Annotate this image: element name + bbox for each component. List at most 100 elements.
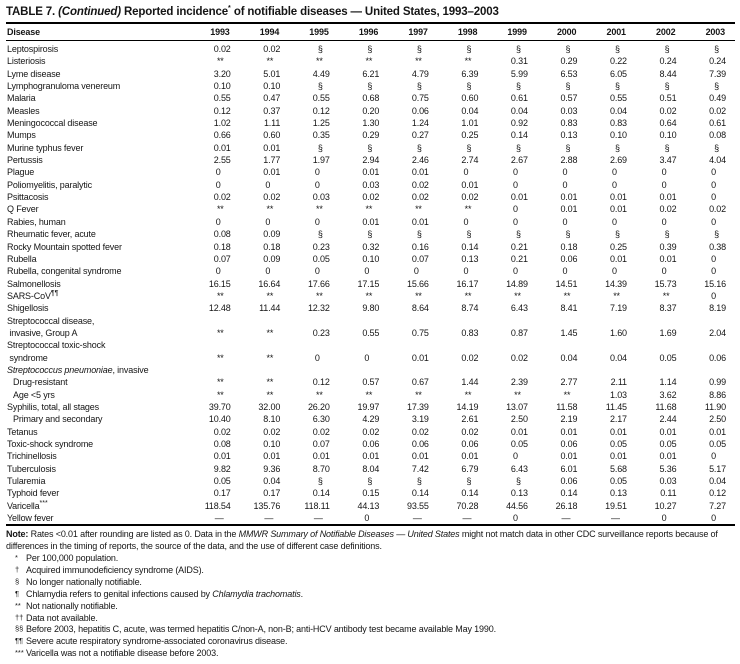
rate-value: 0.08 (709, 130, 726, 141)
disease-label: Rocky Mountain spotted fever (7, 241, 122, 252)
rate-value: § (317, 229, 323, 240)
rate-value: 4.49 (312, 68, 330, 79)
table-row: Poliomyelitis, paralytic 0 0 0 0.03 0.02 0.01 0… (6, 179, 735, 191)
footnote-marker: ¶¶ (15, 636, 24, 646)
rate-value: — (561, 513, 571, 524)
rate-value: 0.17 (213, 488, 231, 499)
disease-label: Lymphogranuloma venereum (7, 81, 121, 92)
table-row: Lyme disease 3.20 5.01 4.49 6.21 4.79 6.39 5.99… (6, 68, 735, 80)
rate-value: 10.40 (208, 414, 231, 425)
rate-value: 1.14 (659, 377, 677, 388)
footnote: §§ Before 2003, hepatitis C, acute, was t… (6, 624, 735, 636)
table-row: Tuberculosis 9.82 9.36 8.70 8.04 7.42 6.79 6.43… (6, 463, 735, 475)
table-row: Rubella 0.07 0.09 0.05 0.10 0.07 0.13 0.21 0.06 0… (6, 253, 735, 265)
disease-label: Pertussis (7, 155, 43, 166)
rate-value: § (714, 81, 719, 92)
rate-value: 0.22 (609, 56, 627, 67)
rate-value (636, 364, 686, 376)
rate-value: 0.01 (213, 451, 231, 462)
disease-label: Syphilis, total, all stages (7, 401, 99, 412)
rate-value: 0.06 (411, 105, 429, 116)
rate-value: 0.04 (709, 476, 726, 487)
rate-value: ** (216, 352, 224, 363)
rate-value: ** (266, 290, 274, 301)
table-row: Psittacosis 0.02 0.02 0.03 0.02 0.02 0.02 0.01 0… (6, 191, 735, 203)
table-row: Streptococcal disease, invasive, Group A… (6, 315, 735, 340)
rate-value: ** (613, 290, 620, 301)
rate-value: ** (415, 290, 422, 301)
rate-value: 2.04 (709, 327, 726, 338)
rate-value: — (462, 513, 472, 524)
table-row: Tetanus 0.02 0.02 0.02 0.02 0.02 0.02 0.01 0.01 0… (6, 426, 735, 438)
rate-value: 0.13 (510, 488, 528, 499)
rate-value: 1.97 (312, 155, 330, 166)
rate-value: 0.05 (312, 253, 330, 264)
rate-value: 0.01 (609, 204, 627, 215)
rate-value: 7.39 (709, 68, 726, 79)
rate-value: 0.10 (263, 439, 281, 449)
rate-value: 0.08 (213, 439, 231, 449)
disease-label: Streptococcal toxic-shock syndrome (7, 340, 106, 363)
rate-value: 0.10 (263, 81, 281, 92)
rate-value: 0.02 (362, 192, 380, 203)
table-row: Rocky Mountain spotted fever 0.18 0.18 0.23… (6, 241, 735, 253)
rate-value: 0.01 (609, 426, 627, 437)
table-row: Mumps 0.66 0.60 0.35 0.29 0.27 0.25 0.14 0.13 0.1… (6, 129, 735, 141)
disease-label: Streptococcal disease, invasive, Group A (7, 315, 95, 338)
rate-value: 0 (265, 179, 271, 190)
rate-value: 0 (364, 352, 370, 363)
rate-value: 0 (512, 204, 518, 215)
rate-value: 5.68 (609, 463, 627, 474)
disease-label: Tularemia (7, 476, 46, 487)
rate-value: 0.18 (213, 241, 231, 252)
rate-value: 0.14 (461, 488, 479, 499)
rate-value: 1.69 (659, 327, 677, 338)
rate-value: 0.99 (709, 377, 726, 388)
rate-value: 0.17 (263, 488, 281, 499)
rate-value: 0 (711, 216, 716, 227)
rate-value: 0.49 (709, 93, 726, 104)
table-row: Meningococcal disease 1.02 1.11 1.25 1.30 1.2… (6, 117, 735, 129)
rate-value: 118.11 (304, 500, 330, 511)
rate-value: 1.45 (560, 327, 578, 338)
rate-value: 0 (364, 513, 370, 524)
rate-value: ** (266, 352, 274, 363)
rate-value: 0.14 (510, 130, 528, 141)
rate-value: 0.14 (560, 488, 578, 499)
rate-value: 0.05 (510, 439, 528, 449)
rate-value: 0 (215, 167, 221, 178)
rate-value: 0.10 (362, 253, 380, 264)
disease-label: Tuberculosis (7, 463, 56, 474)
rate-value: 0.02 (659, 105, 677, 116)
rate-value: 0 (314, 179, 320, 190)
table-row: Syphilis, total, all stages 39.70 32.00 26.… (6, 401, 735, 413)
rate-value: 0 (265, 266, 271, 277)
table-body: Leptospirosis 0.02 0.02 § § § § § § § § § Listeriosi… (6, 41, 735, 525)
rate-value: 17.15 (357, 278, 380, 289)
rate-value: 4.04 (709, 155, 726, 166)
disease-label: Tetanus (7, 426, 38, 437)
rate-value: 0 (562, 216, 568, 227)
rate-value: § (515, 229, 521, 240)
rate-value: 0.02 (411, 192, 429, 203)
rate-value: 4.79 (411, 68, 429, 79)
disease-label: Leptospirosis (7, 44, 59, 54)
rate-value: 0.01 (560, 426, 578, 437)
rate-value: 0.01 (263, 167, 281, 178)
rate-value: 0.03 (659, 476, 677, 487)
table-row: Plague 0 0.01 0 0.01 0.01 0 0 0 0 0 0 (6, 166, 735, 178)
rate-value: 0.01 (213, 142, 231, 153)
rate-value: 0 (562, 179, 568, 190)
rate-value: 0.31 (510, 56, 528, 67)
footnote: ¶ Chlamydia refers to genital infections … (6, 589, 735, 601)
rate-value: 17.39 (407, 401, 429, 412)
rate-value: 0 (711, 167, 716, 178)
disease-label: SARS-CoV¶¶ (7, 289, 59, 301)
rate-value: 0.02 (461, 426, 479, 437)
rate-value: 0.67 (411, 377, 429, 388)
disease-label: Typhoid fever (7, 488, 60, 499)
rate-value: 6.43 (510, 303, 528, 314)
rate-value: ** (464, 204, 472, 215)
rate-value: 2.61 (461, 414, 479, 425)
rate-value: 0.29 (362, 130, 380, 141)
